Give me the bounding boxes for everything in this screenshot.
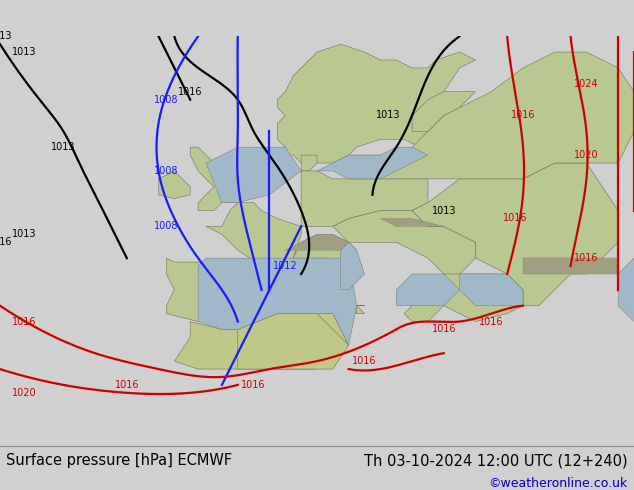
Polygon shape [412, 92, 476, 131]
Polygon shape [444, 274, 523, 321]
Text: Th 03-10-2024 12:00 UTC (12+240): Th 03-10-2024 12:00 UTC (12+240) [364, 453, 628, 468]
Text: 1016: 1016 [178, 87, 202, 97]
Text: ©weatheronline.co.uk: ©weatheronline.co.uk [488, 477, 628, 490]
Polygon shape [396, 274, 460, 306]
Text: 1008: 1008 [154, 166, 179, 176]
Text: 1008: 1008 [154, 221, 179, 231]
Polygon shape [317, 147, 428, 179]
Polygon shape [523, 258, 618, 274]
Text: 1012: 1012 [273, 261, 297, 271]
Polygon shape [293, 234, 365, 314]
Text: 1016: 1016 [503, 214, 527, 223]
Polygon shape [158, 171, 190, 198]
Polygon shape [618, 258, 634, 321]
Polygon shape [198, 258, 356, 345]
Text: 1013: 1013 [11, 229, 36, 239]
Text: 1016: 1016 [0, 237, 12, 247]
Text: 1016: 1016 [11, 317, 36, 326]
Text: 1013: 1013 [0, 31, 12, 41]
Polygon shape [222, 266, 261, 274]
Polygon shape [206, 147, 301, 203]
Polygon shape [333, 306, 356, 314]
Polygon shape [460, 274, 523, 306]
Polygon shape [333, 211, 476, 321]
Polygon shape [301, 171, 428, 226]
Text: 1013: 1013 [11, 47, 36, 57]
Polygon shape [285, 234, 349, 250]
Polygon shape [412, 163, 618, 306]
Text: 1016: 1016 [242, 380, 266, 390]
Polygon shape [238, 314, 349, 369]
Text: 1016: 1016 [432, 324, 456, 335]
Text: 1020: 1020 [574, 150, 598, 160]
Polygon shape [301, 155, 317, 171]
Polygon shape [349, 52, 634, 179]
Text: 1016: 1016 [574, 253, 598, 263]
Polygon shape [174, 314, 349, 369]
Polygon shape [380, 219, 444, 226]
Text: 1013: 1013 [432, 206, 456, 216]
Text: 1008: 1008 [154, 95, 179, 105]
Text: 1013: 1013 [51, 142, 75, 152]
Text: 1016: 1016 [115, 380, 139, 390]
Text: Surface pressure [hPa] ECMWF: Surface pressure [hPa] ECMWF [6, 453, 233, 468]
Polygon shape [341, 242, 365, 290]
Text: 1020: 1020 [11, 388, 36, 398]
Text: 1016: 1016 [479, 317, 503, 326]
Text: 1024: 1024 [574, 79, 598, 89]
Text: 1016: 1016 [511, 110, 535, 121]
Polygon shape [206, 203, 301, 266]
Polygon shape [278, 44, 476, 163]
Text: 1013: 1013 [376, 110, 401, 121]
Text: 1016: 1016 [353, 356, 377, 366]
Polygon shape [166, 258, 261, 321]
Polygon shape [190, 147, 238, 211]
